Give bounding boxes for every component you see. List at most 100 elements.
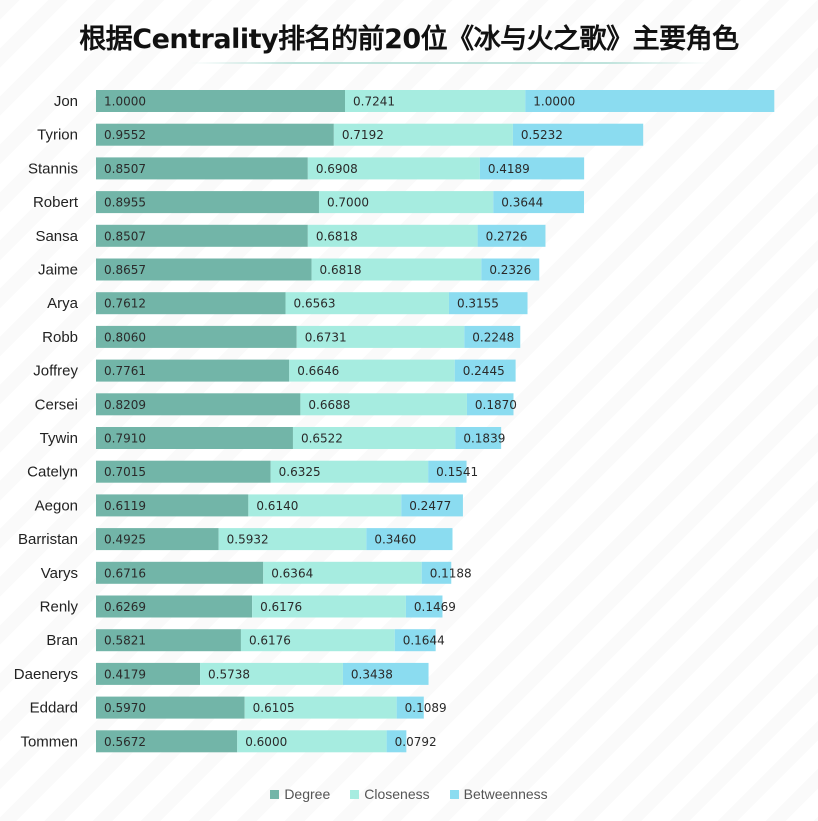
category-label-aegon: Aegon [35, 497, 78, 514]
chart-legend: Degree Closeness Betweenness [0, 786, 818, 802]
data-label-closeness-jaime: 0.6818 [320, 263, 362, 277]
data-label-degree-catelyn: 0.7015 [104, 465, 146, 479]
data-label-degree-varys: 0.6716 [104, 566, 146, 580]
data-label-betweenness-tyrion: 0.5232 [521, 128, 563, 142]
category-label-arya: Arya [47, 295, 79, 312]
bar-closeness-cersei [300, 393, 467, 416]
bar-degree-tyrion [96, 123, 334, 146]
data-label-betweenness-aegon: 0.2477 [409, 499, 451, 513]
category-label-barristan: Barristan [18, 531, 78, 548]
legend-item-degree: Degree [270, 786, 330, 802]
data-label-betweenness-jon: 1.0000 [533, 95, 575, 109]
category-label-renly: Renly [40, 599, 79, 616]
data-label-degree-joffrey: 0.7761 [104, 364, 146, 378]
data-label-closeness-robert: 0.7000 [327, 196, 369, 210]
data-label-betweenness-robert: 0.3644 [501, 196, 543, 210]
data-label-betweenness-catelyn: 0.1541 [436, 465, 478, 479]
bar-betweenness-daenerys [342, 662, 429, 685]
data-label-betweenness-joffrey: 0.2445 [463, 364, 505, 378]
data-label-closeness-joffrey: 0.6646 [297, 364, 339, 378]
bar-betweenness-joffrey [454, 359, 516, 382]
bar-degree-sansa [96, 224, 308, 247]
data-label-degree-jaime: 0.8657 [104, 263, 146, 277]
data-label-closeness-aegon: 0.6140 [256, 499, 298, 513]
legend-swatch-closeness [350, 789, 360, 799]
data-label-degree-stannis: 0.8507 [104, 162, 146, 176]
chart-title: 根据Centrality排名的前20位《冰与火之歌》主要角色 [79, 24, 739, 55]
bar-betweenness-barristan [366, 528, 453, 551]
category-label-tommen: Tommen [20, 733, 78, 750]
data-label-degree-robb: 0.8060 [104, 330, 146, 344]
bar-closeness-arya [285, 292, 449, 315]
bar-closeness-stannis [307, 157, 480, 180]
bar-closeness-barristan [218, 528, 367, 551]
bar-degree-tommen [96, 730, 238, 753]
category-label-sansa: Sansa [35, 228, 78, 245]
title-divider [190, 62, 710, 64]
legend-label-closeness: Closeness [364, 786, 430, 802]
bar-degree-robert [96, 191, 319, 214]
data-label-degree-barristan: 0.4925 [104, 533, 146, 547]
data-label-closeness-tommen: 0.6000 [245, 735, 287, 749]
bar-degree-bran [96, 629, 241, 652]
data-label-closeness-daenerys: 0.5738 [208, 667, 250, 681]
data-label-degree-arya: 0.7612 [104, 297, 146, 311]
bar-closeness-sansa [307, 224, 478, 247]
bar-betweenness-arya [448, 292, 528, 315]
category-label-tyrion: Tyrion [37, 127, 78, 144]
legend-label-betweenness: Betweenness [463, 786, 548, 802]
bar-degree-cersei [96, 393, 301, 416]
bar-closeness-robert [318, 191, 494, 214]
data-label-betweenness-stannis: 0.4189 [488, 162, 530, 176]
data-label-degree-daenerys: 0.4179 [104, 667, 146, 681]
bar-closeness-varys [263, 561, 422, 584]
data-label-closeness-catelyn: 0.6325 [279, 465, 321, 479]
data-label-closeness-stannis: 0.6908 [316, 162, 358, 176]
data-label-closeness-renly: 0.6176 [260, 600, 302, 614]
data-label-degree-robert: 0.8955 [104, 196, 146, 210]
legend-item-closeness: Closeness [350, 786, 430, 802]
data-label-betweenness-sansa: 0.2726 [486, 229, 528, 243]
bar-betweenness-renly [405, 595, 443, 618]
bar-betweenness-stannis [479, 157, 585, 180]
bar-closeness-tywin [292, 427, 456, 449]
data-label-degree-cersei: 0.8209 [104, 398, 146, 412]
bar-betweenness-bran [394, 629, 436, 652]
data-label-closeness-tywin: 0.6522 [301, 432, 343, 446]
data-label-closeness-arya: 0.6563 [294, 297, 336, 311]
bar-chart: Jon 1.0000 0.7241 1.0000 Tyrion 0.9552 0.7192 0… [14, 90, 775, 753]
data-label-betweenness-daenerys: 0.3438 [351, 667, 393, 681]
data-label-betweenness-renly: 0.1469 [414, 600, 456, 614]
bar-betweenness-cersei [466, 393, 514, 416]
bar-betweenness-eddard [396, 696, 424, 719]
category-label-catelyn: Catelyn [27, 464, 78, 481]
data-label-betweenness-varys: 0.1188 [430, 566, 472, 580]
bar-degree-tywin [96, 427, 293, 449]
bar-closeness-tyrion [333, 123, 513, 146]
data-label-betweenness-arya: 0.3155 [457, 297, 499, 311]
bar-closeness-aegon [248, 494, 402, 517]
data-label-betweenness-barristan: 0.3460 [374, 533, 416, 547]
category-label-cersei: Cersei [35, 396, 78, 413]
data-label-closeness-barristan: 0.5932 [227, 533, 269, 547]
data-label-degree-renly: 0.6269 [104, 600, 146, 614]
bar-closeness-robb [296, 325, 465, 348]
data-label-closeness-tyrion: 0.7192 [342, 128, 384, 142]
bar-betweenness-robb [464, 325, 521, 348]
legend-item-betweenness: Betweenness [449, 786, 548, 802]
bar-closeness-renly [252, 595, 406, 618]
data-label-betweenness-tywin: 0.1839 [463, 432, 505, 446]
category-label-jaime: Jaime [38, 262, 78, 279]
bar-degree-aegon [96, 494, 249, 517]
bar-degree-catelyn [96, 460, 271, 483]
category-label-bran: Bran [46, 632, 78, 649]
bar-betweenness-tommen [386, 730, 407, 753]
category-label-varys: Varys [41, 565, 78, 582]
bar-degree-arya [96, 292, 286, 315]
bar-closeness-jaime [311, 258, 482, 281]
category-label-stannis: Stannis [28, 160, 78, 177]
bar-betweenness-catelyn [428, 460, 467, 483]
bar-betweenness-aegon [401, 494, 463, 517]
bar-degree-barristan [96, 528, 219, 551]
legend-label-degree: Degree [284, 786, 331, 802]
